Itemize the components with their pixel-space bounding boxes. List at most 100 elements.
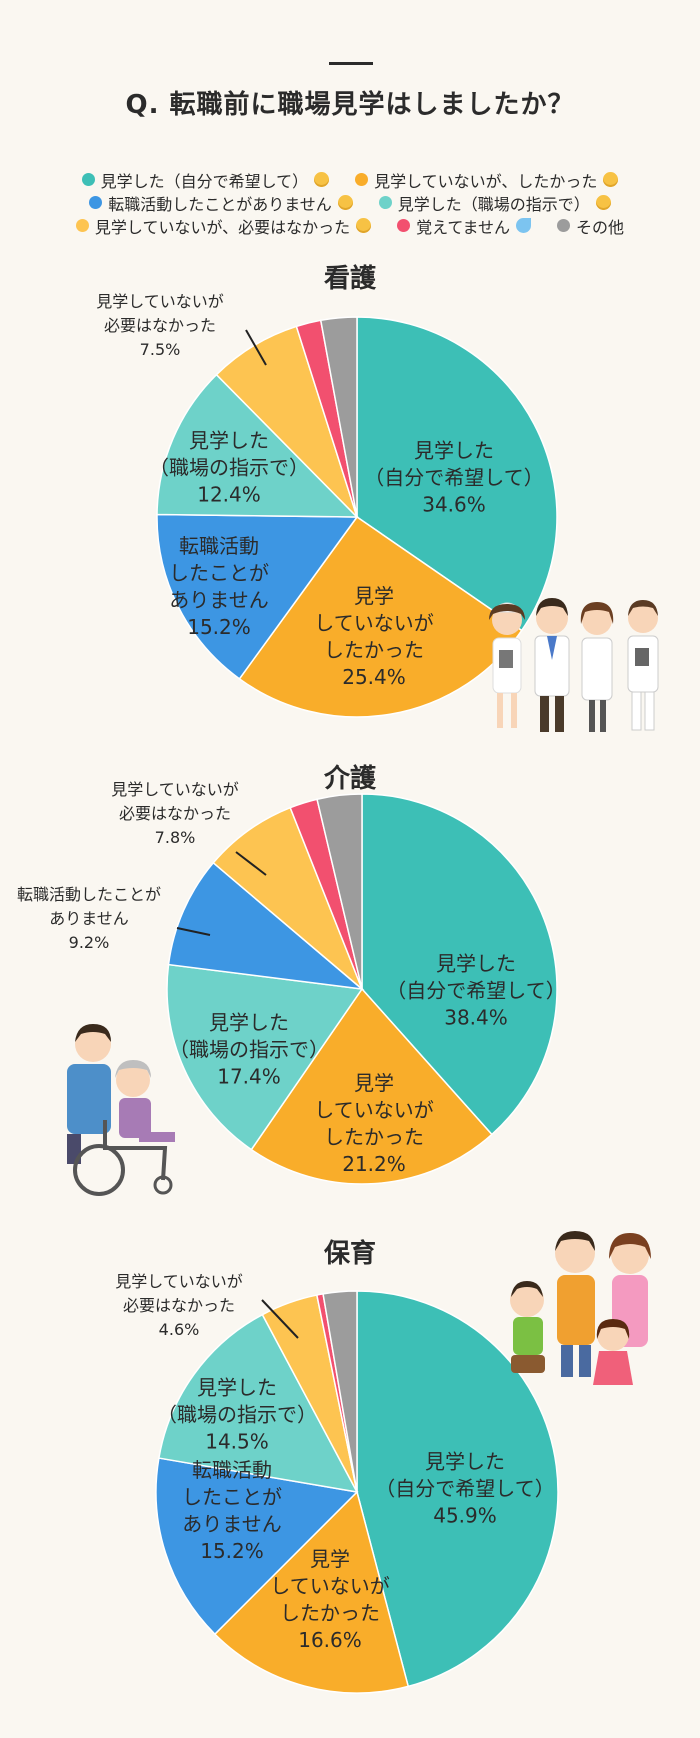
slice-percent: 16.6% xyxy=(298,1628,362,1652)
slice-percent: 38.4% xyxy=(444,1005,508,1030)
slice-label: 見学した （自分で希望して） 45.9% xyxy=(375,1449,554,1530)
slice-label-line: ありません xyxy=(169,588,269,612)
slice-label-line: 必要はなかった xyxy=(118,804,231,823)
slice-label: 見学した （職場の指示で） 12.4% xyxy=(149,428,309,509)
slice-label-line: （職場の指示で） xyxy=(157,1402,317,1427)
pie-slice xyxy=(156,513,359,680)
sunglasses-face-icon xyxy=(337,195,353,210)
slice-label-line: 見学した xyxy=(189,428,269,453)
pie-slice xyxy=(158,1313,359,1493)
slice-label: 転職活動したことがありません 15.2% xyxy=(169,533,269,641)
slice-label-line: （自分で希望して） xyxy=(375,1476,555,1501)
legend-item: 見学した（職場の指示で） xyxy=(378,191,611,215)
slice-label-line: 見学していないが xyxy=(96,292,224,311)
pie-slice xyxy=(356,1290,559,1688)
female-doctor-figure xyxy=(580,602,614,732)
chart-title-care: 介護 xyxy=(323,764,376,794)
pie-slice xyxy=(166,963,364,1151)
pie-slice xyxy=(319,316,358,518)
pie-slice xyxy=(155,1457,359,1636)
slice-label: 見学 していないが したかった 25.4% xyxy=(314,583,433,691)
slice-label-line: （職場の指示で） xyxy=(149,455,309,480)
slice-label: 見学した （自分で希望して） 34.6% xyxy=(364,438,543,519)
slice-label: 見学していないが 必要はなかった 7.5% xyxy=(96,290,224,362)
slice-label-line: 見学した xyxy=(414,438,494,463)
doctor-figure xyxy=(534,598,570,732)
legend-item: 見学していないが、必要はなかった xyxy=(75,214,372,238)
slice-label: 見学した （職場の指示で） 14.5% xyxy=(157,1375,317,1456)
slice-label-line: 見学していないが xyxy=(111,780,239,799)
slice-percent: 21.2% xyxy=(342,1152,406,1176)
legend: 見学した（自分で希望して） 見学していないが、したかった 転職活動したことがあり… xyxy=(0,168,700,237)
slice-label-line: 見学した xyxy=(425,1449,505,1474)
slice-percent: 45.9% xyxy=(433,1503,497,1528)
slice-percent: 12.4% xyxy=(197,482,261,507)
slice-percent: 9.2% xyxy=(68,933,110,952)
slice-percent: 14.5% xyxy=(205,1429,269,1454)
slice-label-line: （自分で希望して） xyxy=(364,465,544,490)
slice-label-line: したことが xyxy=(169,561,269,585)
legend-label: 見学した（自分で希望して） xyxy=(100,171,309,191)
pie-slice xyxy=(316,793,363,990)
slice-percent: 25.4% xyxy=(342,665,406,689)
slice-label-line: していないが xyxy=(314,611,434,635)
person-raising-hand-icon xyxy=(314,172,330,187)
legend-dot xyxy=(75,219,89,232)
chart-title-nursing: 看護 xyxy=(323,264,376,294)
legend-dot xyxy=(557,219,571,232)
slice-label-line: したかった xyxy=(324,638,424,662)
legend-dot xyxy=(378,196,392,209)
legend-item: 転職活動したことがありません xyxy=(89,191,353,215)
slice-percent: 15.2% xyxy=(200,1539,264,1563)
slice-label-line: 見学 xyxy=(354,1071,394,1095)
slice-label-line: 転職活動 xyxy=(179,534,259,558)
legend-label: その他 xyxy=(576,217,625,237)
slice-percent: 15.2% xyxy=(187,615,251,639)
male-nurse-figure xyxy=(627,600,659,731)
legend-item: 見学していないが、したかった xyxy=(355,168,619,192)
leader-line xyxy=(245,329,267,366)
slice-label-line: 見学した xyxy=(209,1010,289,1035)
legend-label: 見学していないが、必要はなかった xyxy=(94,217,351,237)
slice-label-line: したかった xyxy=(280,1601,380,1625)
slice-label: 見学 していないが したかった 21.2% xyxy=(314,1070,433,1178)
legend-dot xyxy=(355,173,369,186)
slice-label-line: 見学した xyxy=(436,951,516,976)
slice-label-line: ありません xyxy=(182,1512,282,1536)
slice-label: 転職活動 したことが ありません 15.2% xyxy=(182,1457,282,1565)
legend-item: 見学した（自分で希望して） xyxy=(81,168,330,192)
thinking-face-icon xyxy=(356,218,372,233)
slice-label-line: （職場の指示で） xyxy=(169,1037,329,1062)
caregiver-wheelchair-illustration xyxy=(67,1024,175,1196)
legend-label: 見学した（職場の指示で） xyxy=(397,194,590,214)
pie-slice xyxy=(361,793,558,1136)
slice-label-line: したことが xyxy=(182,1485,282,1509)
pleading-face-icon xyxy=(603,172,619,187)
slice-percent: 17.4% xyxy=(217,1064,281,1089)
legend-label: 見学していないが、したかった xyxy=(374,171,598,191)
pie-slice xyxy=(156,373,359,518)
medical-staff-illustration xyxy=(489,598,659,732)
leader-line xyxy=(235,851,267,876)
leader-line xyxy=(176,927,211,936)
slice-percent: 34.6% xyxy=(422,492,486,517)
pie-slice xyxy=(250,987,493,1185)
slice-label-line: 見学していないが xyxy=(115,1272,243,1291)
slice-label-line: 見学した xyxy=(197,1375,277,1400)
slice-label-line: 見学 xyxy=(310,1547,350,1571)
slice-percent: 4.6% xyxy=(158,1320,200,1339)
legend-dot xyxy=(89,196,103,209)
slice-label: 見学 していないが したかった 16.6% xyxy=(270,1546,389,1654)
legend-label: 覚えてません xyxy=(416,217,511,237)
slice-label: 見学した （職場の指示で） 17.4% xyxy=(169,1010,329,1091)
slice-label-line: していないが xyxy=(314,1098,434,1122)
chart-title-childcare: 保育 xyxy=(323,1239,376,1269)
title-divider xyxy=(329,62,373,65)
pie-slice xyxy=(167,861,365,991)
legend-item: 覚えてません xyxy=(397,214,532,238)
slice-label: 見学していないが 必要はなかった 7.8% xyxy=(111,778,239,850)
slice-label-line: 必要はなかった xyxy=(103,316,216,335)
pie-slice xyxy=(212,806,363,990)
